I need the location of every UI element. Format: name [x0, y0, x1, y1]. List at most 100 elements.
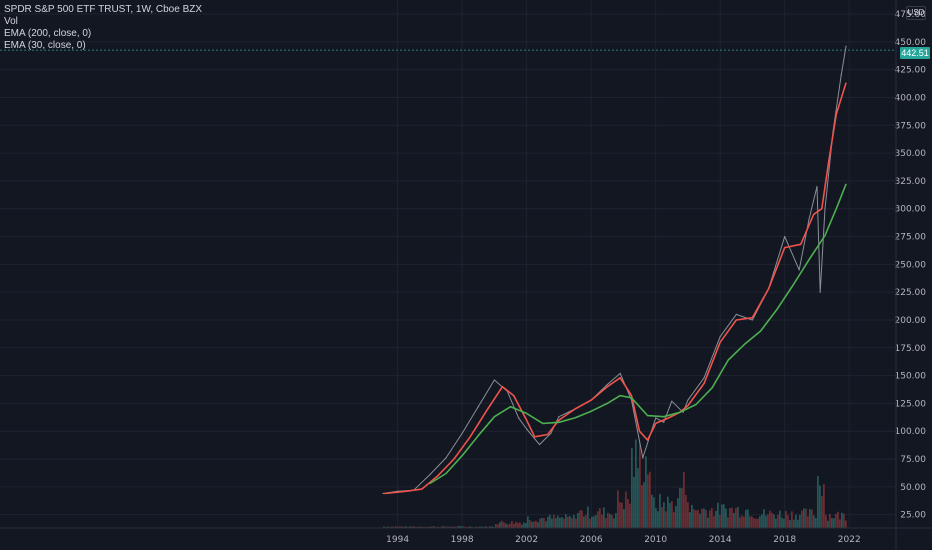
volume-bar: [759, 516, 761, 528]
volume-bar: [697, 510, 699, 528]
volume-bar: [831, 518, 833, 528]
ema-30-line-point: [751, 317, 754, 319]
volume-bar: [399, 526, 401, 528]
ema-200-line-point: [509, 406, 512, 408]
ema-30-line-point: [719, 341, 721, 343]
price-line-point: [619, 372, 621, 374]
volume-bar: [763, 509, 765, 528]
volume-bar: [811, 509, 813, 528]
volume-bar: [441, 526, 443, 528]
volume-bar: [437, 526, 439, 528]
volume-bar: [809, 509, 811, 528]
volume-bar: [495, 523, 497, 528]
volume-bar: [735, 508, 737, 528]
ema-200-line[interactable]: [429, 183, 847, 485]
volume-bar: [541, 517, 543, 528]
volume-bar: [803, 508, 805, 528]
volume-bar: [651, 494, 653, 528]
volume-bar: [841, 512, 843, 528]
volume-bar: [793, 519, 795, 528]
currency-button[interactable]: USD: [906, 6, 926, 20]
volume-bar: [455, 526, 457, 528]
volume-bar: [817, 475, 819, 528]
volume-bar: [461, 526, 463, 528]
volume-bar: [525, 523, 527, 528]
x-tick-label: 1998: [451, 535, 474, 545]
volume-bar: [745, 509, 747, 528]
volume-bar: [429, 526, 431, 528]
volume-bar: [463, 526, 465, 528]
volume-bar: [843, 513, 845, 528]
ema-200-line-point: [663, 416, 665, 418]
volume-bar: [681, 488, 683, 528]
series-lines: [382, 45, 847, 495]
legend: SPDR S&P 500 ETF TRUST, 1W, Cboe BZX Vol…: [4, 4, 202, 52]
y-tick-label: 425.00: [895, 66, 927, 76]
legend-title[interactable]: SPDR S&P 500 ETF TRUST, 1W, Cboe BZX: [4, 4, 203, 15]
volume-bar: [585, 515, 587, 528]
volume-bar: [559, 517, 561, 528]
volume-bar: [639, 444, 641, 528]
price-line-point: [445, 457, 447, 459]
y-tick-label: 350.00: [895, 149, 927, 159]
volume-bar: [707, 517, 709, 528]
volume-bar: [497, 524, 499, 528]
volume-bar: [799, 514, 801, 528]
volume-bar: [393, 526, 395, 528]
ema-200-line-point: [743, 343, 745, 346]
volume-bar: [419, 526, 421, 528]
ema-30-line-point: [485, 410, 487, 412]
ema-30-line-point: [667, 417, 670, 419]
legend-volume[interactable]: Vol: [4, 16, 18, 27]
price-line-point: [687, 399, 689, 401]
ema-30-line-point: [835, 113, 837, 115]
legend-ema-30[interactable]: EMA (30, close, 0): [4, 40, 86, 51]
ema-30-line-point: [574, 408, 576, 410]
volume-bar: [453, 526, 455, 528]
volume-bar: [827, 520, 829, 528]
price-line-point: [382, 492, 384, 495]
price-line-point: [671, 400, 673, 402]
ema-30-line-point: [453, 458, 455, 460]
ema-30-line-point: [534, 436, 536, 438]
volume-bar: [521, 524, 523, 528]
ema-30-line[interactable]: [384, 82, 847, 495]
volume-bar: [737, 506, 739, 528]
price-line-point: [819, 291, 821, 293]
price-line-point: [845, 45, 847, 47]
price-line-point: [429, 473, 431, 476]
volume-bar: [643, 482, 645, 528]
volume-bar: [509, 523, 511, 528]
ema-30-line-point: [421, 488, 423, 490]
x-tick-label: 2006: [580, 535, 603, 545]
legend-ema-200[interactable]: EMA (200, close, 0): [4, 28, 92, 39]
volume-bar: [769, 510, 771, 528]
volume-bar: [789, 519, 791, 528]
price-line-point: [461, 432, 463, 435]
volume-bar: [481, 526, 483, 528]
ema-30-line-point: [655, 422, 657, 425]
ema-30-line-point: [845, 82, 847, 84]
volume-bar: [675, 506, 677, 528]
volume-bar: [741, 515, 743, 528]
volume-bar: [587, 506, 589, 528]
volume-bar: [669, 502, 671, 528]
ema-30-line-point: [405, 490, 407, 492]
volume-bar: [433, 526, 435, 528]
volume-bar: [659, 493, 661, 528]
price-line-point: [663, 421, 665, 423]
y-tick-label: 125.00: [895, 399, 927, 409]
x-tick-label: 2002: [515, 535, 538, 545]
volume-bar: [819, 485, 821, 528]
price-line-point: [682, 411, 684, 413]
volume-bar: [423, 526, 425, 528]
volume-bar: [629, 503, 631, 528]
volume-histogram: [383, 439, 847, 528]
price-line-point: [493, 379, 495, 381]
y-tick-label: 50.00: [900, 483, 926, 493]
y-tick-label: 225.00: [895, 288, 927, 298]
volume-bar: [569, 516, 571, 528]
volume-bar: [545, 521, 547, 528]
